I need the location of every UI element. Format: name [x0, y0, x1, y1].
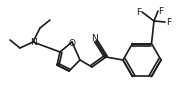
Text: F: F: [158, 7, 164, 16]
Text: N: N: [92, 33, 98, 43]
Text: O: O: [69, 39, 75, 48]
Text: N: N: [30, 37, 36, 46]
Text: F: F: [137, 8, 142, 16]
Text: F: F: [166, 17, 172, 27]
